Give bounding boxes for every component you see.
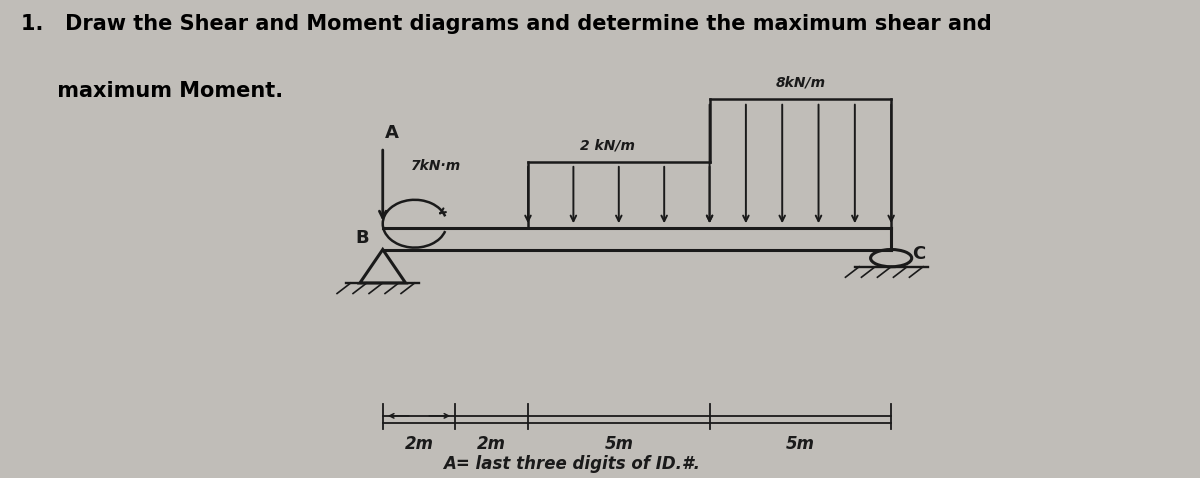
Text: A: A — [385, 124, 398, 142]
Text: maximum Moment.: maximum Moment. — [20, 81, 283, 101]
Text: 5m: 5m — [605, 435, 634, 453]
Text: A= last three digits of ID.#.: A= last three digits of ID.#. — [443, 455, 700, 473]
Text: 2m: 2m — [478, 435, 506, 453]
Text: 2m: 2m — [404, 435, 433, 453]
Text: 7kN·m: 7kN·m — [412, 159, 462, 174]
Text: 5m: 5m — [786, 435, 815, 453]
Text: C: C — [912, 245, 925, 263]
Text: B: B — [355, 229, 370, 247]
Text: 8kN/m: 8kN/m — [775, 76, 826, 90]
Text: 2 kN/m: 2 kN/m — [580, 138, 635, 152]
Text: 1.   Draw the Shear and Moment diagrams and determine the maximum shear and: 1. Draw the Shear and Moment diagrams an… — [20, 14, 991, 34]
